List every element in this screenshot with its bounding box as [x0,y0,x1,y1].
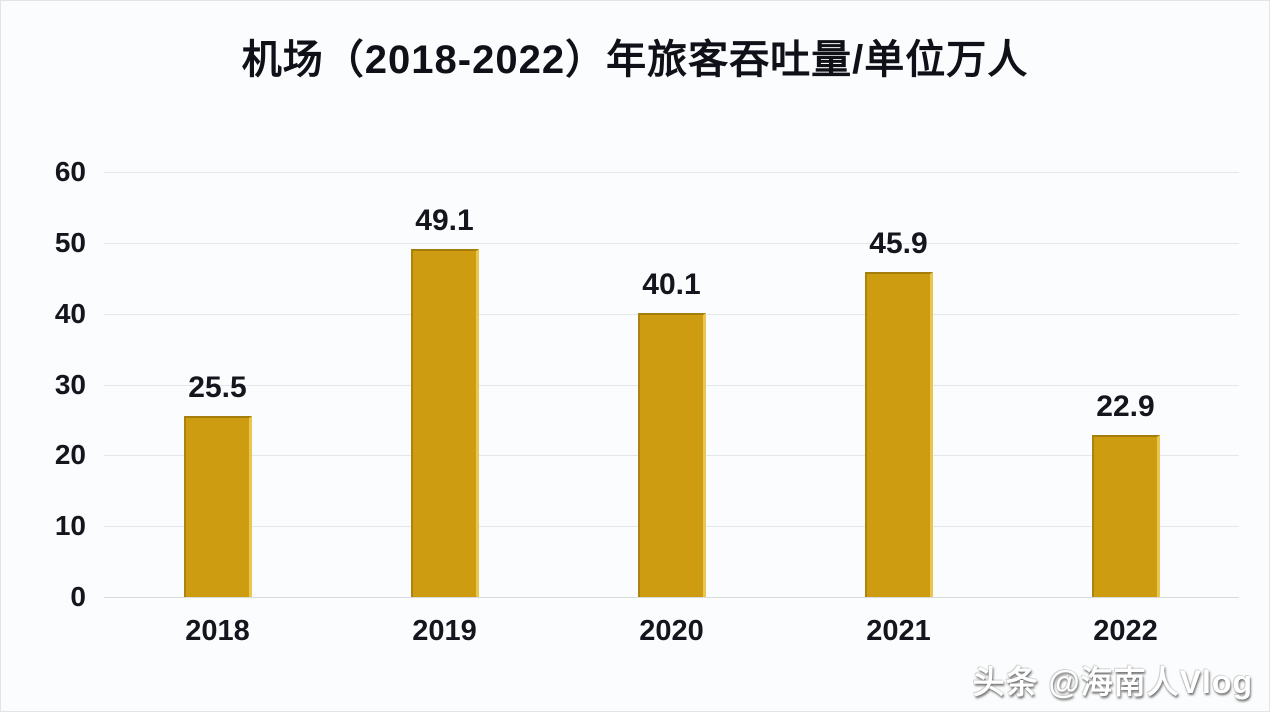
x-axis-tick-2021: 2021 [866,615,931,647]
bar-group-2018: 25.5 [138,371,298,597]
data-label-2019: 49.1 [415,204,474,238]
gridline-y50 [104,242,1239,244]
gridline-y0 [104,597,1239,598]
y-axis-tick-60: 60 [54,156,86,187]
data-label-2021: 45.9 [869,226,928,260]
y-axis-tick-0: 0 [70,581,86,612]
bar-group-2019: 49.1 [365,204,525,597]
bar-group-2022: 22.9 [1046,390,1206,597]
bar-2020 [637,312,706,597]
bar-2022 [1091,434,1160,597]
x-axis-tick-2018: 2018 [185,615,250,647]
x-axis-tick-2020: 2020 [639,615,704,647]
bar-2021 [864,271,933,597]
y-axis-tick-10: 10 [54,510,86,542]
watermark: 头条 @海南人Vlog [972,664,1253,700]
y-axis-tick-40: 40 [54,297,86,329]
x-axis-tick-2019: 2019 [412,615,477,647]
plot-area: 0 10 20 30 40 50 60 25.5 2018 49.1 2019 40.1 2020 45.… [55,156,1239,647]
y-axis-tick-50: 50 [54,226,86,258]
bar-2019 [410,249,479,597]
bar-group-2021: 45.9 [819,227,979,597]
chart-title: 机场（2018-2022）年旅客吞吐量/单位万人 [241,38,1029,82]
y-axis-tick-20: 20 [54,439,86,471]
gridline-y60 [104,172,1239,173]
data-label-2018: 25.5 [188,371,247,405]
y-axis-tick-30: 30 [54,368,86,400]
bar-group-2020: 40.1 [592,268,752,597]
bar-2018 [183,416,252,597]
data-label-2022: 22.9 [1096,389,1155,423]
x-axis-tick-2022: 2022 [1093,615,1158,647]
data-label-2020: 40.1 [642,267,701,301]
